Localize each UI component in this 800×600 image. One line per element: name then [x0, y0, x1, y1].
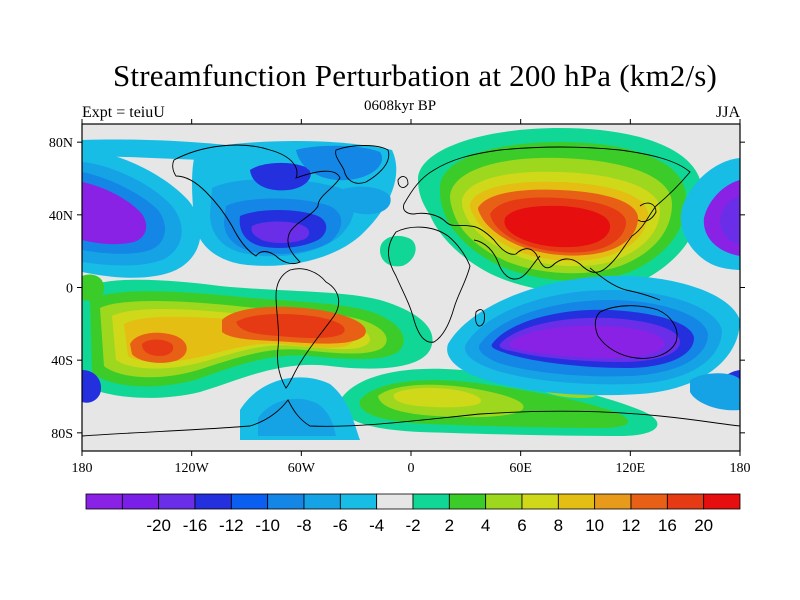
coastline-eurasia	[403, 146, 691, 273]
colorbar-swatch	[303, 493, 341, 510]
colorbar-label: 16	[658, 516, 677, 535]
colorbar-label: -6	[333, 516, 348, 535]
coastline-uk	[397, 176, 409, 188]
hudson-low	[250, 162, 311, 191]
x-tick-label: 0	[408, 461, 415, 476]
colorbar-swatch	[158, 493, 196, 510]
field-contours	[82, 128, 740, 440]
coastline-south-america	[275, 268, 340, 389]
y-tick-label: 40S	[51, 354, 73, 369]
colorbar-swatch	[267, 493, 305, 510]
colorbar-swatch	[194, 493, 232, 510]
colorbar-swatch	[448, 493, 487, 510]
colorbar-swatch	[376, 493, 414, 510]
colorbar-label: 8	[554, 516, 563, 535]
colorbar-label: -16	[183, 516, 208, 535]
coastline-madagascar	[475, 309, 485, 327]
coastline-japan	[637, 202, 657, 223]
southern-ocean-high-10	[393, 387, 482, 408]
coastlines	[82, 144, 740, 437]
season-label: JJA	[715, 104, 740, 121]
colorbar-swatch	[85, 493, 123, 510]
colorbar-swatch	[594, 493, 632, 510]
colorbar-swatch	[521, 493, 559, 510]
asian-high-core	[504, 205, 611, 248]
coastline-arabia-india	[473, 239, 541, 280]
coastline-southeast-asia	[589, 267, 661, 301]
north-atlantic-low	[339, 186, 391, 215]
x-tick-label: 60E	[509, 461, 532, 476]
colorbar-swatch	[703, 493, 741, 510]
colorbar-label: 4	[481, 516, 490, 535]
chart-title: Streamfunction Perturbation at 200 hPa (…	[112, 58, 718, 93]
colorbar-label: 10	[585, 516, 604, 535]
coastline-north-america	[172, 144, 341, 265]
colorbar-label: 20	[694, 516, 713, 535]
north-pacific-low-east-ring	[720, 196, 740, 244]
coastline-australia	[594, 305, 678, 359]
arctic-low-west	[82, 139, 253, 161]
y-tick-label: 40N	[49, 209, 73, 224]
colorbar-label: 2	[445, 516, 454, 535]
colorbar-label: -8	[296, 516, 311, 535]
coastline-antarctica	[82, 399, 740, 437]
colorbar-swatch	[557, 493, 596, 510]
x-tick-label: 180	[72, 461, 93, 476]
colorbar-label: -12	[219, 516, 244, 535]
axis-ticks: 180 120W 60W 0 60E 120E 180 80N 40N 0 40S 80S	[49, 119, 751, 476]
east-pacific-positive-edge	[82, 274, 104, 301]
east-pacific-sh-low	[690, 373, 740, 411]
chart-subtitle: 0608kyr BP	[363, 98, 437, 114]
colorbar-label: -20	[146, 516, 171, 535]
sh-low-west-edge	[82, 370, 102, 403]
colorbar: -20 -16 -12 -10 -8 -6 -4 -2 2 4 6 8 10 12 16 20	[85, 493, 741, 535]
coastline-greenland	[335, 145, 390, 184]
colorbar-swatch	[630, 493, 668, 510]
experiment-label: Expt = teiuU	[82, 104, 165, 121]
colorbar-swatch	[412, 493, 450, 510]
south-american-high-20	[236, 314, 345, 338]
x-tick-label: 60W	[288, 461, 316, 476]
australian-low-core	[509, 325, 665, 358]
colorbar-swatch	[339, 493, 378, 510]
x-tick-label: 120E	[616, 461, 646, 476]
colorbar-label: 6	[517, 516, 526, 535]
x-tick-label: 120W	[175, 461, 210, 476]
colorbar-swatch	[230, 493, 269, 510]
map-area	[82, 124, 740, 451]
colorbar-swatch	[666, 493, 705, 510]
colorbar-label: 12	[622, 516, 641, 535]
y-tick-label: 80S	[51, 427, 73, 442]
colorbar-label: -4	[369, 516, 384, 535]
pacific-high-inner	[142, 339, 174, 356]
y-tick-label: 0	[66, 282, 73, 297]
antarctic-low-inner	[258, 398, 336, 436]
colorbar-swatch	[485, 493, 523, 510]
y-tick-label: 80N	[49, 136, 73, 151]
coastline-africa	[388, 226, 471, 343]
x-tick-label: 180	[730, 461, 751, 476]
colorbar-swatch	[121, 493, 160, 510]
colorbar-label: -2	[405, 516, 420, 535]
north-pacific-low-west-core	[82, 182, 147, 245]
colorbar-label: -10	[255, 516, 280, 535]
